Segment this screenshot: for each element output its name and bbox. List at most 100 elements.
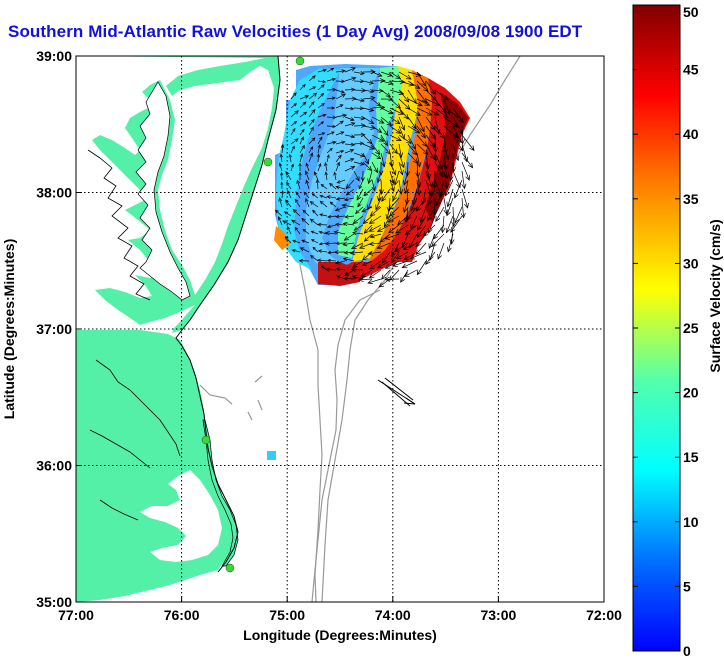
velocity-vector-head bbox=[446, 246, 452, 253]
velocity-vector-head bbox=[387, 217, 393, 223]
velocity-vector-head bbox=[404, 217, 410, 224]
velocity-vector-head bbox=[400, 162, 405, 169]
velocity-vector-head bbox=[326, 224, 332, 229]
velocity-vector bbox=[435, 206, 445, 222]
velocity-vector-head bbox=[363, 191, 369, 197]
velocity-vector bbox=[343, 223, 355, 226]
velocity-vector bbox=[362, 116, 374, 124]
velocity-vector bbox=[439, 179, 445, 198]
velocity-vector bbox=[308, 101, 315, 109]
velocity-vector-head bbox=[320, 265, 325, 269]
velocity-vector-head bbox=[378, 282, 385, 288]
velocity-vector bbox=[403, 170, 409, 186]
velocity-vector bbox=[344, 233, 355, 241]
velocity-vector bbox=[398, 125, 405, 140]
velocity-vector-head bbox=[403, 272, 410, 277]
velocity-vector-head bbox=[341, 79, 346, 84]
velocity-patch-isolated bbox=[267, 451, 276, 460]
velocity-vector-head bbox=[319, 200, 324, 205]
velocity-patch-green bbox=[306, 68, 380, 272]
velocity-vector bbox=[425, 89, 437, 101]
velocity-vector bbox=[311, 239, 319, 244]
velocity-vector bbox=[299, 121, 307, 127]
velocity-vector bbox=[363, 188, 373, 196]
velocity-vector-head bbox=[445, 227, 451, 234]
velocity-vector-head bbox=[369, 145, 376, 150]
velocity-vector bbox=[317, 69, 327, 73]
velocity-vector bbox=[314, 171, 319, 181]
velocity-vector-head bbox=[351, 96, 357, 101]
velocity-vector-head bbox=[411, 144, 416, 150]
velocity-vector-head bbox=[399, 79, 406, 85]
velocity-vector bbox=[351, 242, 364, 249]
velocity-vector-head bbox=[320, 92, 325, 97]
velocity-vector bbox=[416, 161, 419, 178]
velocity-vector-head bbox=[282, 220, 287, 225]
velocity-vector bbox=[303, 191, 310, 199]
velocity-vector bbox=[334, 172, 337, 181]
velocity-vector bbox=[326, 154, 330, 163]
velocity-vector bbox=[310, 218, 319, 226]
velocity-vector-head bbox=[329, 182, 334, 187]
velocity-vector bbox=[325, 171, 328, 181]
velocity-vector bbox=[385, 260, 400, 269]
velocity-vector-head bbox=[406, 138, 412, 144]
velocity-vector-head bbox=[352, 219, 359, 225]
velocity-vector bbox=[412, 188, 418, 205]
colorbar-tick-label: 20 bbox=[683, 385, 699, 401]
velocity-vector-head bbox=[293, 120, 298, 125]
velocity-vector bbox=[427, 188, 436, 206]
velocity-vector bbox=[425, 116, 436, 131]
velocity-vector bbox=[335, 131, 344, 136]
velocity-vector-head bbox=[322, 80, 327, 84]
velocity-vector-head bbox=[312, 209, 316, 214]
velocity-vector bbox=[407, 143, 418, 156]
velocity-vector bbox=[416, 89, 427, 103]
velocity-vector bbox=[301, 239, 310, 244]
velocity-vector-head bbox=[433, 110, 440, 116]
velocity-vector bbox=[344, 197, 355, 201]
velocity-vector bbox=[292, 249, 301, 253]
velocity-vector-head bbox=[322, 113, 327, 118]
velocity-vector-head bbox=[435, 200, 441, 207]
velocity-vector bbox=[327, 260, 337, 262]
velocity-vector-head bbox=[390, 186, 395, 192]
velocity-vector bbox=[364, 233, 373, 242]
velocity-vector-head bbox=[414, 128, 421, 134]
velocity-vector bbox=[344, 149, 354, 154]
velocity-vector bbox=[423, 224, 436, 237]
velocity-vector-head bbox=[312, 86, 317, 90]
velocity-vector-head bbox=[291, 219, 296, 224]
velocity-vector-head bbox=[395, 74, 402, 80]
velocity-vector-head bbox=[335, 197, 340, 201]
velocity-vector bbox=[275, 209, 283, 217]
velocity-vector bbox=[353, 89, 366, 91]
velocity-vector bbox=[416, 143, 429, 155]
velocity-vector-head bbox=[318, 242, 323, 246]
velocity-vector-head bbox=[384, 276, 390, 282]
velocity-vector bbox=[325, 242, 337, 245]
velocity-vector bbox=[375, 197, 382, 210]
velocity-vector bbox=[367, 278, 382, 284]
velocity-vector bbox=[389, 107, 404, 115]
velocity-vector-head bbox=[404, 199, 410, 206]
station-marker bbox=[201, 435, 211, 445]
velocity-vector bbox=[443, 152, 447, 170]
velocity-vector bbox=[346, 188, 355, 196]
velocity-vector bbox=[367, 197, 373, 210]
velocity-vector bbox=[398, 152, 405, 168]
velocity-vector-head bbox=[421, 141, 428, 147]
velocity-vector bbox=[287, 226, 292, 235]
velocity-vector bbox=[308, 92, 317, 100]
velocity-vector bbox=[335, 186, 346, 190]
velocity-vector-head bbox=[417, 225, 422, 231]
velocity-vector-head bbox=[435, 129, 441, 135]
velocity-vector-head bbox=[416, 161, 422, 168]
velocity-vector bbox=[452, 125, 462, 143]
velocity-vector bbox=[325, 269, 337, 271]
velocity-vector bbox=[335, 120, 344, 127]
velocity-vector-head bbox=[444, 173, 449, 180]
velocity-vector bbox=[425, 143, 435, 160]
velocity-vector bbox=[415, 242, 427, 255]
velocity-vector-head bbox=[350, 122, 356, 127]
